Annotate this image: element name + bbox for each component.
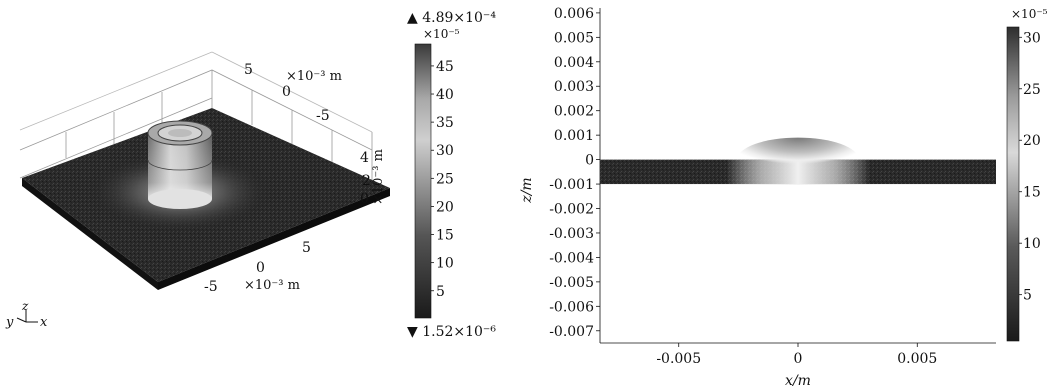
x-tick-label: 0 — [794, 351, 803, 367]
colorbar-left-tick-label: 45 — [436, 59, 454, 75]
triad-y-label: y — [5, 315, 14, 330]
colorbar-left-tick-label: 35 — [436, 115, 454, 131]
plate-side-left — [22, 178, 158, 290]
y-tick-label: -0.007 — [549, 324, 594, 340]
colorbar-right-scale: ×10⁻⁵ — [1011, 7, 1048, 21]
colorbar-left-bar — [414, 43, 432, 319]
colorbar-left-tick-label: 40 — [436, 87, 454, 103]
iso-z-unit: ×10⁻³ m — [371, 149, 386, 205]
section-plot: 0.006 0.005 0.004 0.003 0.002 0.001 0 -0.001 -0.… — [519, 6, 996, 388]
iso-y-unit: ×10⁻³ m — [286, 69, 342, 84]
y-tick-label: 0.006 — [554, 6, 594, 22]
iso-z-tick: 2 — [362, 173, 371, 189]
y-tick-label: -0.001 — [549, 177, 594, 193]
colorbar-left-tick-label: 15 — [436, 228, 454, 244]
colorbar-left: ▲ 4.89×10⁻⁴ ×10⁻⁵ 45 40 35 30 25 20 15 10 5 ▼ 1.… — [407, 10, 496, 340]
colorbar-left-tick-label: 25 — [436, 171, 454, 187]
iso-y-tick: 5 — [244, 62, 253, 78]
x-axis-label: x/m — [785, 373, 811, 388]
colorbar-right: ×10⁻⁵ 30 25 20 15 10 5 — [1006, 7, 1048, 342]
y-tick-label: -0.004 — [549, 250, 594, 266]
colorbar-left-scale: ×10⁻⁵ — [423, 27, 460, 41]
axis-triad: x y z — [5, 299, 48, 330]
colorbar-right-bar — [1006, 26, 1020, 342]
colorbar-right-tick-label: 15 — [1023, 185, 1041, 201]
y-tick-label: -0.006 — [549, 299, 594, 315]
y-tick-label: 0 — [585, 153, 594, 169]
y-tick-label: 0.003 — [554, 79, 594, 95]
colorbar-left-tick-label: 20 — [436, 199, 454, 215]
iso-grid — [19, 51, 373, 185]
triad-z-label: z — [21, 299, 29, 313]
y-tick-label: 0.004 — [554, 55, 594, 71]
y-tick-label: -0.003 — [549, 226, 594, 242]
y-tick-label: -0.002 — [549, 202, 594, 218]
y-axis-label: z/m — [519, 177, 535, 203]
colorbar-left-min-label: ▼ 1.52×10⁻⁶ — [407, 324, 496, 340]
iso-x-unit: ×10⁻³ m — [244, 278, 300, 293]
iso-x-tick: -5 — [204, 279, 218, 295]
y-tick-label: 0.002 — [554, 104, 594, 120]
colorbar-right-tick-label: 30 — [1023, 30, 1041, 46]
triad-x-label: x — [40, 315, 48, 330]
colorbar-left-tick-label: 5 — [436, 284, 445, 300]
colorbar-left-tick-label: 30 — [436, 143, 454, 159]
x-tick-label: -0.005 — [656, 351, 701, 367]
iso-x-tick: 0 — [256, 260, 265, 276]
colorbar-right-tick-label: 20 — [1023, 133, 1041, 149]
colorbar-right-tick-label: 5 — [1023, 288, 1032, 304]
y-tick-label: 0.001 — [554, 128, 594, 144]
x-tick-label: 0.005 — [897, 351, 937, 367]
iso-view: 5 0 -5 ×10⁻³ m 4 2 0 ×10⁻³ m 5 0 -5 ×10⁻… — [5, 51, 390, 330]
plate-side-right — [158, 188, 390, 290]
cylinder — [147, 120, 213, 209]
iso-z-tick: 0 — [360, 191, 369, 207]
iso-y-tick: 0 — [282, 84, 291, 100]
colorbar-right-tick-label: 25 — [1023, 82, 1041, 98]
y-tick-label: 0.005 — [554, 30, 594, 46]
iso-y-tick: -5 — [316, 108, 330, 124]
colorbar-left-tick-label: 10 — [436, 256, 454, 272]
y-tick-label: -0.005 — [549, 275, 594, 291]
colorbar-left-max-label: ▲ 4.89×10⁻⁴ — [407, 10, 496, 26]
iso-z-tick: 4 — [360, 150, 369, 166]
heatmap-hot-core — [737, 137, 859, 182]
iso-x-tick: 5 — [302, 240, 311, 256]
colorbar-right-tick-label: 10 — [1023, 236, 1041, 252]
